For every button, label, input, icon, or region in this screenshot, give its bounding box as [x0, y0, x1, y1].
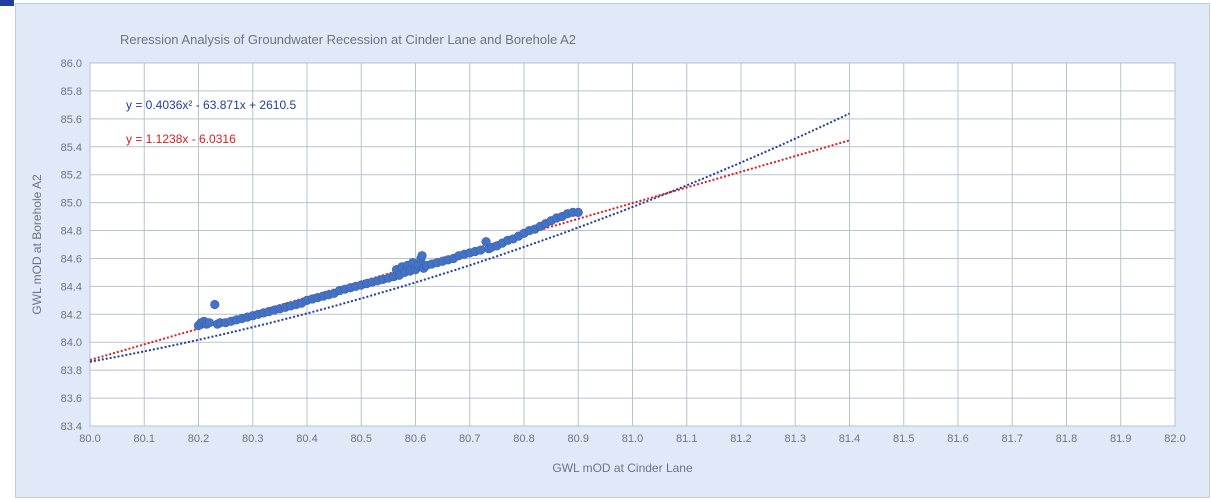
- y-tick-label: 84.0: [61, 337, 82, 349]
- y-axis-label: GWL mOD at Borehole A2: [30, 174, 44, 315]
- x-tick-label: 81.4: [839, 433, 860, 445]
- data-point: [204, 318, 214, 328]
- x-tick-label: 80.2: [188, 433, 209, 445]
- x-tick-label: 81.7: [1002, 433, 1023, 445]
- x-tick-label: 80.4: [296, 433, 317, 445]
- trendlines: [89, 112, 850, 363]
- y-tick-label: 85.6: [61, 114, 82, 126]
- y-tick-label: 85.4: [61, 142, 82, 154]
- data-points: [193, 207, 583, 331]
- x-tick-labels: 80.0 80.1 80.2 80.3 80.4 80.5 80.6 80.7 80.8 80.9…: [79, 433, 1185, 445]
- y-tick-label: 85.2: [61, 170, 82, 182]
- x-tick-label: 81.3: [785, 433, 806, 445]
- data-point: [210, 299, 220, 310]
- polynomial-trendline-equation: y = 0.4036x² - 63.871x + 2610.5: [126, 98, 296, 112]
- y-tick-label: 86.0: [61, 58, 82, 70]
- x-axis-label: GWL mOD at Cinder Lane: [552, 461, 693, 475]
- x-tick-label: 80.8: [513, 433, 534, 445]
- x-tick-label: 80.7: [459, 433, 480, 445]
- x-tick-label: 81.2: [730, 433, 751, 445]
- x-tick-label: 81.8: [1056, 433, 1077, 445]
- y-tick-label: 83.4: [61, 421, 82, 433]
- x-tick-label: 81.6: [947, 433, 968, 445]
- x-tick-label: 80.3: [242, 433, 263, 445]
- y-tick-label: 84.2: [61, 309, 82, 321]
- x-tick-label: 81.0: [622, 433, 643, 445]
- y-tick-label: 83.8: [61, 365, 82, 377]
- x-tick-label: 80.6: [405, 433, 426, 445]
- x-tick-label: 80.1: [134, 433, 155, 445]
- x-tick-label: 82.0: [1164, 433, 1185, 445]
- x-tick-label: 81.1: [676, 433, 697, 445]
- data-point: [573, 207, 583, 217]
- grid-lines: [89, 62, 1176, 427]
- data-point: [417, 251, 427, 261]
- x-tick-label: 80.5: [351, 433, 372, 445]
- corner-marker: [0, 0, 14, 6]
- y-tick-label: 84.6: [61, 253, 82, 265]
- x-tick-label: 81.5: [893, 433, 914, 445]
- y-tick-label: 83.6: [61, 393, 82, 405]
- y-tick-label: 84.8: [61, 226, 82, 238]
- y-tick-label: 85.8: [61, 86, 82, 98]
- polynomial-trendline: [89, 112, 850, 363]
- x-tick-label: 80.0: [79, 433, 100, 445]
- y-tick-label: 85.0: [61, 198, 82, 210]
- x-tick-label: 80.9: [568, 433, 589, 445]
- chart-title: Reression Analysis of Groundwater Recess…: [120, 32, 576, 47]
- y-tick-label: 84.4: [61, 281, 82, 293]
- data-point: [476, 245, 486, 255]
- linear-trendline-equation: y = 1.1238x - 6.0316: [126, 132, 236, 146]
- x-tick-label: 81.9: [1110, 433, 1131, 445]
- y-tick-labels: 86.0 85.8 85.6 85.4 85.2 85.0 84.8 84.6 84.4 84.2…: [61, 58, 82, 433]
